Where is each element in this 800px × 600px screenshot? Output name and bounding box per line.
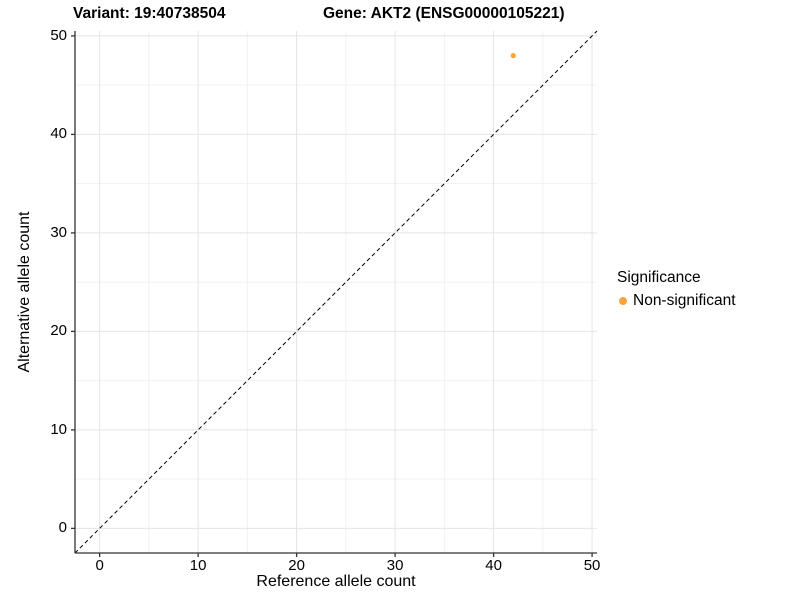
x-tick-label: 30 bbox=[386, 557, 404, 574]
x-tick-label: 20 bbox=[288, 557, 305, 574]
x-tick-label: 0 bbox=[95, 557, 104, 574]
y-axis-title: Alternative allele count bbox=[16, 211, 33, 373]
legend-key-dot-icon bbox=[619, 297, 627, 305]
y-tick-label: 20 bbox=[50, 322, 67, 340]
legend-item-non-significant: Non-significant bbox=[619, 292, 736, 310]
x-tick-label: 40 bbox=[485, 557, 502, 574]
data-point bbox=[510, 53, 516, 59]
significance-legend: Significance Non-significant bbox=[617, 269, 736, 310]
x-tick-label: 10 bbox=[189, 557, 207, 574]
x-tick-label: 50 bbox=[583, 557, 601, 574]
gene-title: Gene: AKT2 (ENSG00000105221) bbox=[323, 5, 565, 22]
identity-dashed-line bbox=[74, 30, 598, 554]
variant-title: Variant: 19:40738504 bbox=[73, 5, 226, 22]
y-tick-label: 50 bbox=[50, 26, 67, 44]
legend-title: Significance bbox=[617, 269, 701, 286]
x-axis-title: Reference allele count bbox=[256, 573, 416, 590]
y-tick-label: 0 bbox=[58, 519, 67, 537]
y-tick-label: 40 bbox=[50, 125, 67, 143]
y-tick-label: 10 bbox=[50, 420, 67, 438]
legend-item-label: Non-significant bbox=[633, 292, 736, 309]
y-tick-label: 30 bbox=[50, 223, 67, 241]
